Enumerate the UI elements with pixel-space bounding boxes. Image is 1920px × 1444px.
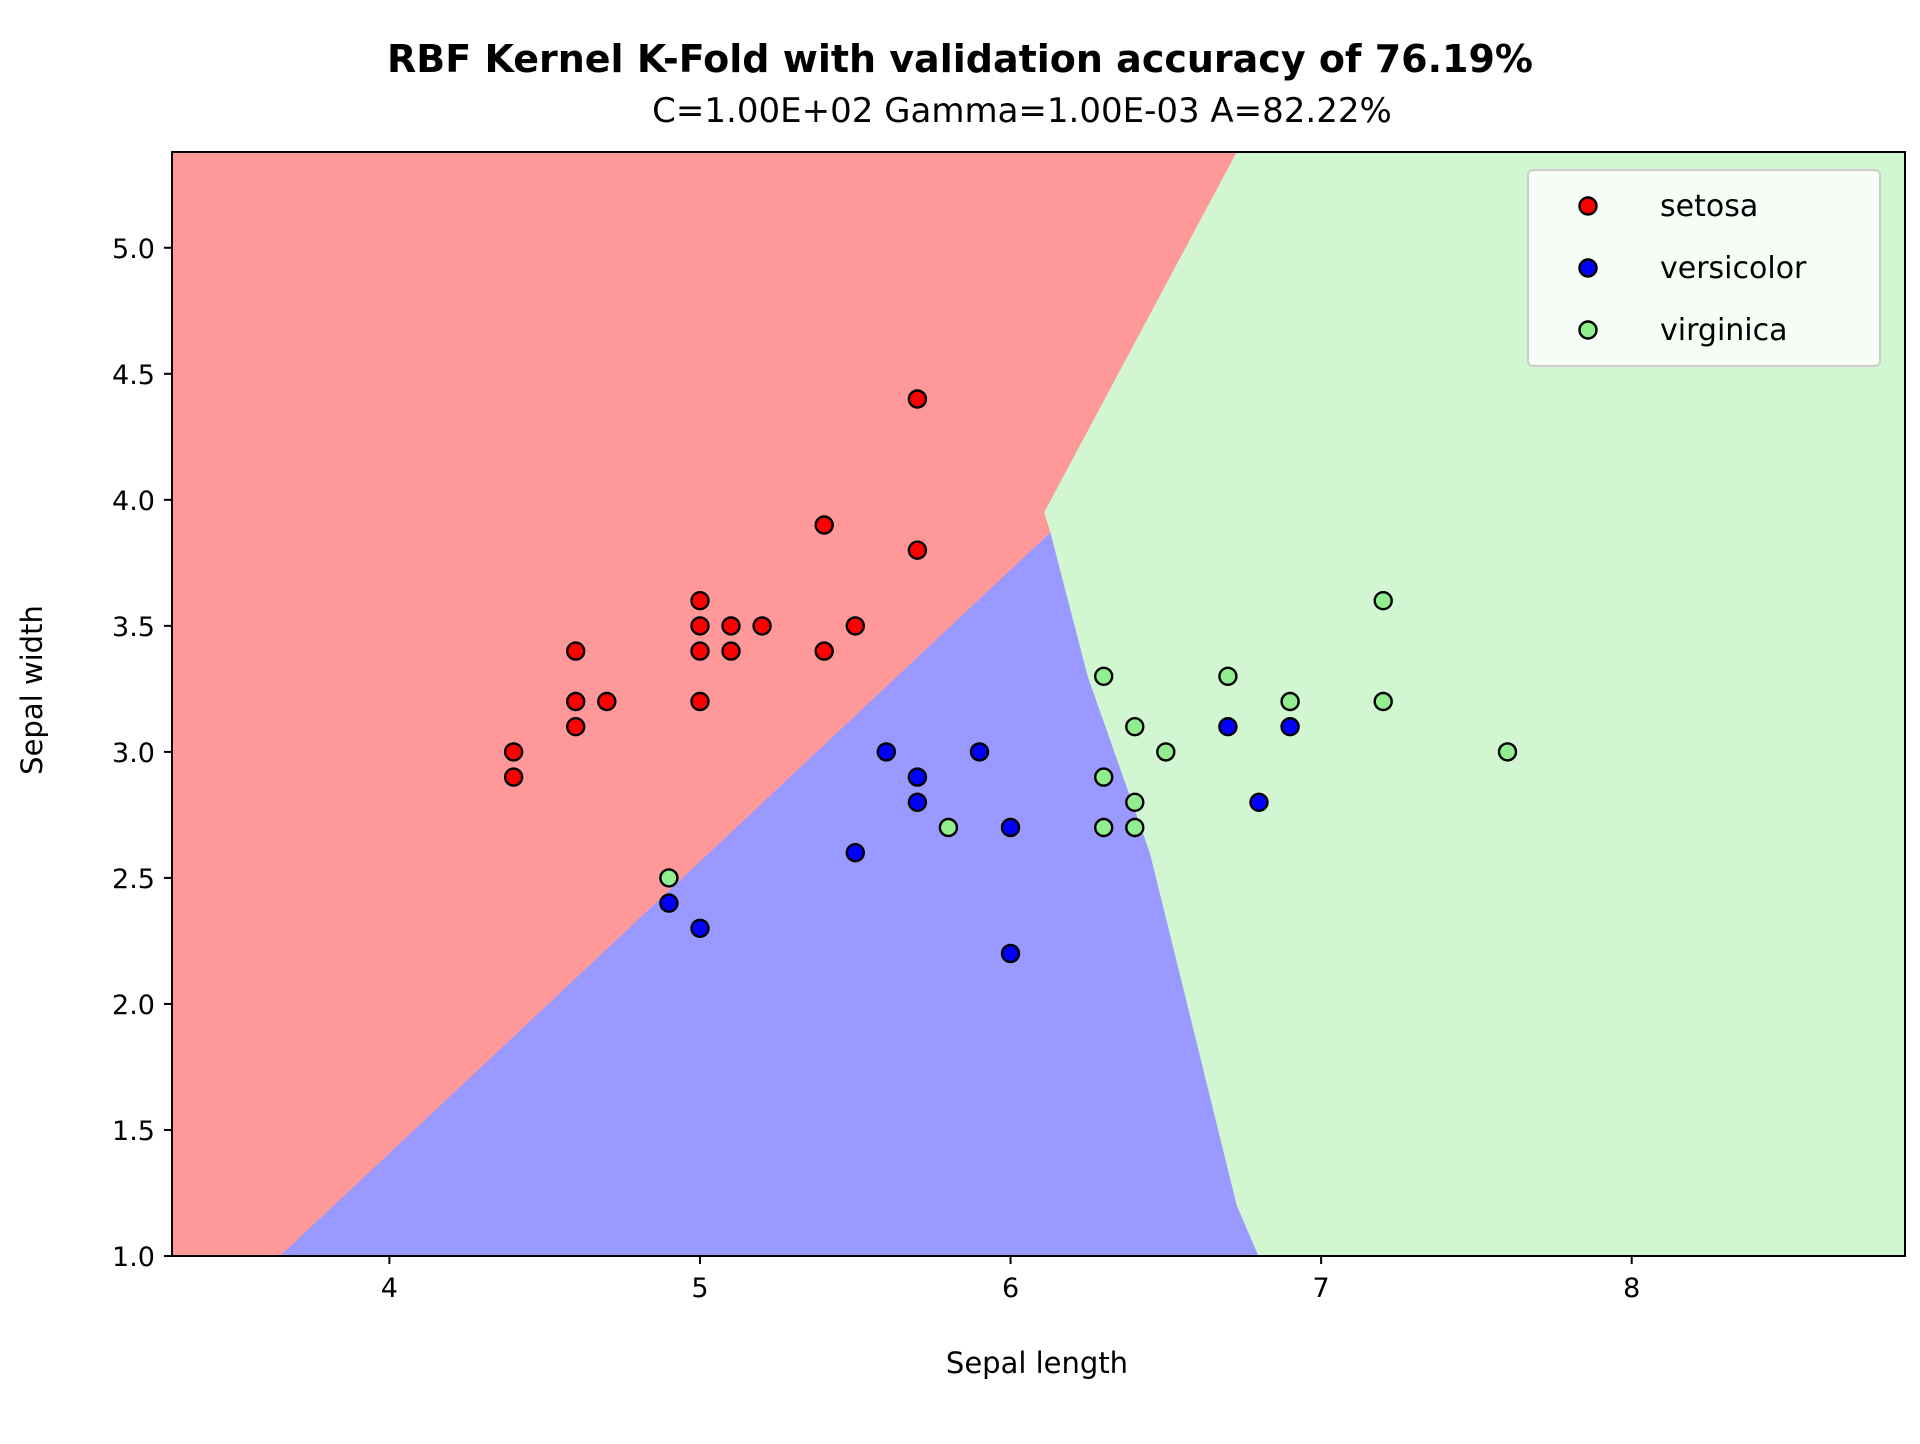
point-setosa [690, 616, 710, 636]
legend-label-setosa: setosa [1660, 189, 1758, 224]
point-setosa [907, 540, 928, 560]
x-tick-label: 4 [381, 1273, 398, 1304]
point-virginica [1373, 691, 1393, 712]
scatter-points [503, 389, 1518, 964]
point-virginica [659, 868, 679, 888]
x-tick-label: 6 [1002, 1273, 1019, 1304]
point-setosa [721, 641, 741, 661]
x-axis-label: Sepal length [946, 1346, 1128, 1380]
chart-subtitle: C=1.00E+02 Gamma=1.00E-03 A=82.22% [652, 91, 1392, 131]
point-versicolor [690, 918, 710, 938]
legend: setosa versicolor virginica [1527, 169, 1881, 367]
legend-box [1527, 169, 1881, 367]
point-virginica [1373, 591, 1393, 611]
y-tick-label: 3.5 [112, 612, 155, 643]
point-setosa [503, 767, 524, 787]
y-tick-label: 3.0 [112, 738, 155, 769]
point-setosa [907, 389, 928, 409]
point-versicolor [845, 843, 865, 863]
legend-label-versicolor: versicolor [1660, 251, 1807, 286]
point-setosa [690, 641, 710, 661]
point-virginica [1093, 767, 1114, 787]
point-versicolor [969, 742, 990, 762]
point-virginica [1125, 717, 1145, 737]
x-tick-label: 8 [1623, 1273, 1640, 1304]
point-virginica [1125, 817, 1145, 838]
decision-regions [171, 151, 1906, 1257]
y-tick-label: 4.0 [112, 486, 155, 517]
point-virginica [1093, 817, 1114, 838]
chart-title: RBF Kernel K-Fold with validation accura… [387, 37, 1533, 81]
point-setosa [566, 691, 586, 712]
point-setosa [566, 641, 586, 661]
plot-frame [171, 151, 1906, 1257]
y-axis-label: Sepal width [15, 605, 49, 775]
point-setosa [845, 616, 865, 636]
point-virginica [1093, 666, 1114, 686]
point-virginica [1497, 742, 1518, 762]
x-tick-label: 5 [691, 1273, 708, 1304]
point-virginica [1125, 792, 1145, 812]
legend-label-virginica: virginica [1660, 313, 1788, 348]
point-versicolor [1218, 717, 1238, 737]
point-setosa [690, 691, 710, 712]
point-versicolor [659, 893, 679, 913]
y-tick-label: 4.5 [112, 360, 155, 391]
point-versicolor [907, 767, 928, 787]
point-versicolor [1249, 792, 1269, 812]
point-versicolor [1000, 943, 1021, 964]
point-virginica [1218, 666, 1238, 686]
y-tick-label: 5.0 [112, 234, 155, 265]
point-setosa [814, 641, 834, 661]
point-setosa [721, 616, 741, 636]
y-tick-label: 2.0 [112, 990, 155, 1021]
point-setosa [597, 691, 617, 712]
x-tick-label: 7 [1313, 1273, 1330, 1304]
y-axis: 1.0 1.5 2.0 2.5 3.0 3.5 4.0 4.5 5.0 [112, 234, 172, 1273]
legend-marker-virginica [1578, 320, 1598, 340]
point-versicolor [876, 742, 896, 762]
point-virginica [1156, 742, 1176, 762]
point-versicolor [1280, 717, 1300, 737]
y-tick-label: 1.5 [112, 1116, 155, 1147]
y-tick-label: 2.5 [112, 864, 155, 895]
y-tick-label: 1.0 [112, 1242, 155, 1273]
point-virginica [938, 817, 959, 838]
point-setosa [814, 515, 834, 535]
point-setosa [503, 742, 524, 762]
point-setosa [566, 717, 586, 737]
x-axis: 4 5 6 7 8 [381, 1256, 1640, 1304]
point-versicolor [907, 792, 928, 812]
point-setosa [690, 591, 710, 611]
legend-marker-setosa [1578, 196, 1598, 216]
point-virginica [1280, 691, 1300, 712]
point-setosa [752, 616, 772, 636]
legend-marker-versicolor [1578, 258, 1598, 278]
point-versicolor [1000, 817, 1021, 838]
